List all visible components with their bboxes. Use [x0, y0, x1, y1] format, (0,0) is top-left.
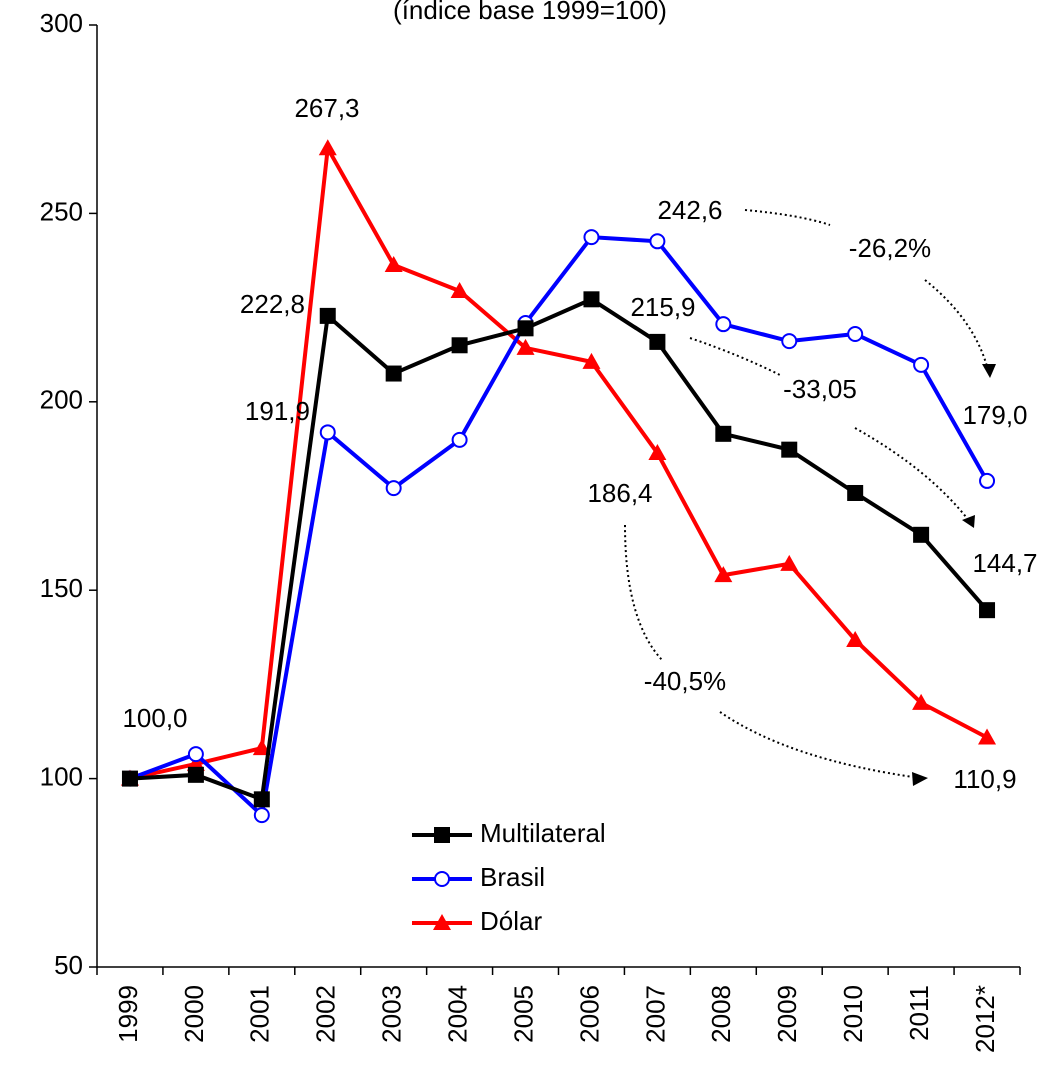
arrows: [624, 209, 989, 779]
y-tick-label: 150: [40, 573, 83, 603]
data-label: 215,9: [630, 292, 695, 322]
annotation: -33,05: [783, 374, 857, 404]
x-tick-label: 2010: [838, 985, 868, 1043]
y-tick-label: 50: [54, 950, 83, 980]
marker: [187, 766, 204, 783]
x-tick-label: 2006: [574, 985, 604, 1043]
marker: [978, 728, 997, 745]
marker: [451, 337, 468, 354]
marker: [913, 356, 930, 373]
marker: [516, 338, 535, 355]
x-tick-label: 2001: [245, 985, 275, 1043]
marker: [450, 282, 469, 299]
marker: [384, 256, 403, 273]
marker: [649, 333, 666, 350]
marker: [385, 365, 402, 382]
marker: [385, 480, 402, 497]
data-label: 144,7: [972, 548, 1037, 578]
y-tick-label: 100: [40, 761, 83, 791]
marker: [434, 871, 450, 887]
marker: [780, 554, 799, 571]
arrow: [689, 337, 781, 376]
annotation: -40,5%: [644, 666, 726, 696]
x-tick-label: 2002: [311, 985, 341, 1043]
marker: [781, 441, 798, 458]
y-tick-label: 200: [40, 385, 83, 415]
marker: [253, 791, 270, 808]
marker: [318, 139, 337, 156]
x-tick-label: 2011: [904, 985, 934, 1041]
marker: [715, 425, 732, 442]
legend-label: Dólar: [480, 906, 542, 936]
marker: [913, 526, 930, 543]
marker: [912, 693, 931, 710]
legend-label: Multilateral: [480, 818, 606, 848]
data-label: 222,8: [240, 289, 305, 319]
x-tick-label: 2000: [179, 985, 209, 1043]
legend-label: Brasil: [480, 862, 545, 892]
series-line: [129, 235, 989, 820]
arrowhead: [912, 772, 928, 786]
marker: [582, 352, 601, 369]
data-label: 186,4: [587, 478, 652, 508]
marker: [434, 827, 450, 843]
arrow: [624, 524, 663, 661]
x-tick-label: 1999: [113, 985, 143, 1043]
y-tick-label: 300: [40, 8, 83, 38]
marker: [846, 630, 865, 647]
chart-subtitle: (índice base 1999=100): [393, 0, 667, 25]
x-tick-label: 2009: [772, 985, 802, 1043]
arrowheads: [912, 364, 996, 786]
x-tick-label: 2008: [706, 985, 736, 1043]
marker: [847, 325, 864, 342]
data-label: 100,0: [122, 703, 187, 733]
x-tick-label: 2003: [377, 985, 407, 1043]
data-label: 267,3: [294, 93, 359, 123]
marker: [451, 431, 468, 448]
data-label: 242,6: [657, 195, 722, 225]
marker: [714, 566, 733, 583]
marker: [648, 444, 667, 461]
legend: Multilateral Brasil Dólar: [412, 818, 606, 936]
marker: [121, 770, 138, 787]
marker: [847, 484, 864, 501]
marker: [583, 229, 600, 246]
marker: [517, 320, 534, 337]
data-label: 191,9: [245, 396, 310, 426]
arrowhead: [962, 515, 975, 528]
marker: [583, 291, 600, 308]
data-label: 179,0: [962, 400, 1027, 430]
arrow: [924, 279, 989, 371]
x-tick-label: 2007: [640, 985, 670, 1043]
y-tick-label: 250: [40, 196, 83, 226]
marker: [781, 333, 798, 350]
marker: [979, 472, 996, 489]
marker: [715, 316, 732, 333]
arrow: [744, 209, 831, 226]
marker: [319, 424, 336, 441]
series-line: [129, 141, 988, 781]
marker: [433, 914, 451, 930]
marker: [252, 739, 271, 756]
marker: [253, 807, 270, 824]
annotation: -26,2%: [849, 233, 931, 263]
marker: [649, 233, 666, 250]
x-tick-label: 2005: [508, 985, 538, 1043]
x-tick-label: 2004: [442, 985, 472, 1043]
marker: [979, 602, 996, 619]
marker: [319, 307, 336, 324]
marker: [187, 746, 204, 763]
data-label: 110,9: [953, 764, 1016, 794]
arrow: [854, 427, 971, 523]
arrow: [719, 711, 921, 779]
series-line: [129, 297, 989, 803]
arrowhead: [982, 364, 996, 378]
x-tick-label: 2012*: [970, 985, 1000, 1053]
